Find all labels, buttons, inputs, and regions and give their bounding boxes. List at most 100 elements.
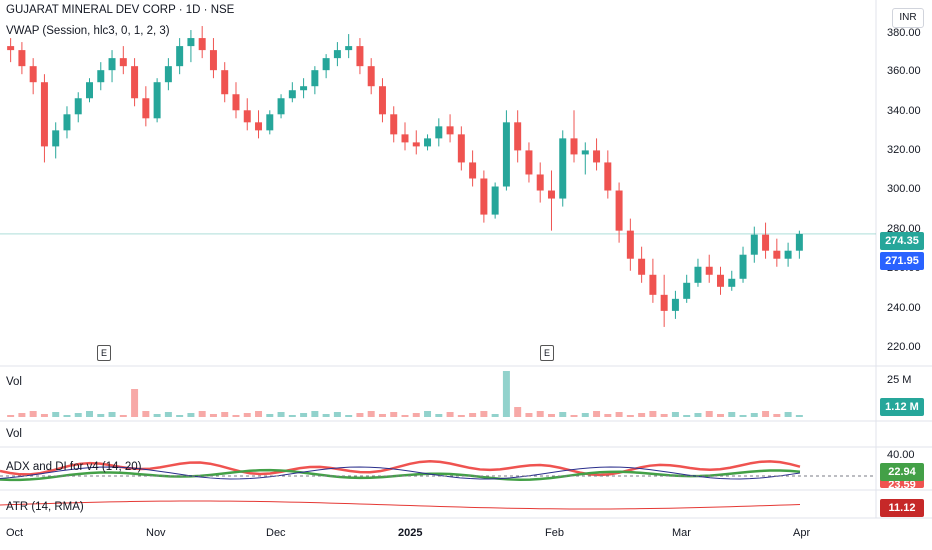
price-tick: 360.00 xyxy=(887,65,921,77)
candle-body xyxy=(277,98,285,115)
volume-bar xyxy=(63,415,71,417)
candle-body xyxy=(131,66,139,99)
volume-bar xyxy=(401,415,409,417)
candle-body xyxy=(378,86,386,115)
candle-body xyxy=(97,70,105,83)
volume-bar xyxy=(615,412,623,417)
adx-badge: 22.94 xyxy=(880,463,924,481)
volume-bar xyxy=(288,415,296,417)
last-price-badge: 274.35 xyxy=(880,232,924,250)
candle-body xyxy=(86,82,93,99)
price-tick: 240.00 xyxy=(887,302,921,314)
time-tick: Dec xyxy=(266,527,286,539)
candle-body xyxy=(424,138,432,147)
volume-pane-label[interactable]: Vol xyxy=(6,376,22,388)
volume-bar xyxy=(164,412,172,417)
candle-body xyxy=(333,50,341,59)
candle-body xyxy=(750,234,758,255)
volume-bar xyxy=(593,411,601,417)
volume-bar xyxy=(52,412,60,417)
volume-bar xyxy=(469,413,477,417)
candle-body xyxy=(762,234,770,251)
candle-body xyxy=(300,86,308,91)
time-tick: Nov xyxy=(146,527,166,539)
volume-bar xyxy=(390,412,398,417)
volume-bar xyxy=(367,411,375,417)
candle-body xyxy=(288,90,296,99)
atr-pane-label[interactable]: ATR (14, RMA) xyxy=(6,501,84,513)
volume-bar xyxy=(717,414,724,417)
price-tick: 320.00 xyxy=(887,144,921,156)
candle-body xyxy=(795,233,803,251)
volume-bar xyxy=(638,413,646,417)
candle-body xyxy=(164,66,172,83)
volume-bar xyxy=(525,413,533,417)
currency-button[interactable]: INR xyxy=(892,8,924,28)
volume-bar xyxy=(424,411,432,417)
volume-bar xyxy=(502,371,510,417)
volume-bar xyxy=(333,412,341,417)
volume-badge: 1.12 M xyxy=(880,398,924,416)
candle-body xyxy=(705,266,713,275)
candle-body xyxy=(683,282,691,299)
volume-bar xyxy=(97,414,105,417)
candle-body xyxy=(74,98,82,115)
volume-bar xyxy=(266,414,274,417)
volume-bar xyxy=(119,415,127,417)
volume-bar xyxy=(480,411,488,417)
price-tick: 380.00 xyxy=(887,27,921,39)
candle-body xyxy=(63,114,71,131)
volume-bar xyxy=(74,413,82,417)
candle-body xyxy=(514,122,522,151)
candle-body xyxy=(356,46,364,67)
candle-body xyxy=(457,134,465,163)
candle-body xyxy=(739,254,747,279)
volume-bar xyxy=(491,414,499,417)
price-tick: 220.00 xyxy=(887,341,921,353)
adx-pane-label[interactable]: ADX and DI for v4 (14, 20) xyxy=(6,461,142,473)
volume-bar xyxy=(435,414,443,417)
candle-body xyxy=(671,298,679,311)
atr-line xyxy=(0,500,801,510)
volume-bar xyxy=(18,413,26,417)
candle-body xyxy=(604,162,612,191)
volume-bar xyxy=(705,411,713,417)
candle-body xyxy=(694,266,702,283)
volume-bar xyxy=(581,413,589,417)
adx-di-plus-line xyxy=(0,468,801,482)
time-tick: 2025 xyxy=(398,527,423,539)
candle-body xyxy=(593,150,601,163)
volume2-pane-label[interactable]: Vol xyxy=(6,428,22,440)
volume-bar xyxy=(322,414,330,417)
candle-body xyxy=(390,114,398,135)
volume-bar xyxy=(243,413,251,417)
candle-body xyxy=(615,190,623,231)
time-tick: Oct xyxy=(6,527,24,539)
volume-bar xyxy=(221,412,229,417)
volume-bar xyxy=(739,415,747,417)
time-tick: Feb xyxy=(545,527,564,539)
candle-body xyxy=(108,58,116,71)
candle-body xyxy=(660,294,668,311)
volume-bar xyxy=(86,411,93,417)
candle-body xyxy=(198,38,206,51)
candle-body xyxy=(469,162,477,179)
volume-bar xyxy=(660,414,668,417)
candle-body xyxy=(412,142,420,147)
candle-body xyxy=(367,66,375,87)
vwap-indicator-label[interactable]: VWAP (Session, hlc3, 0, 1, 2, 3) xyxy=(6,25,170,37)
price-tick: 300.00 xyxy=(887,183,921,195)
earnings-marker[interactable]: E xyxy=(97,345,111,361)
volume-bar xyxy=(784,412,792,417)
candle-body xyxy=(322,58,330,71)
earnings-marker[interactable]: E xyxy=(540,345,554,361)
volume-bar xyxy=(255,411,263,417)
candle-body xyxy=(243,110,251,123)
candle-body xyxy=(480,178,488,215)
candle-body xyxy=(502,122,510,187)
candle-body xyxy=(176,46,184,67)
candle-body xyxy=(717,274,724,287)
volume-bar xyxy=(300,413,308,417)
candle-body xyxy=(784,250,792,259)
